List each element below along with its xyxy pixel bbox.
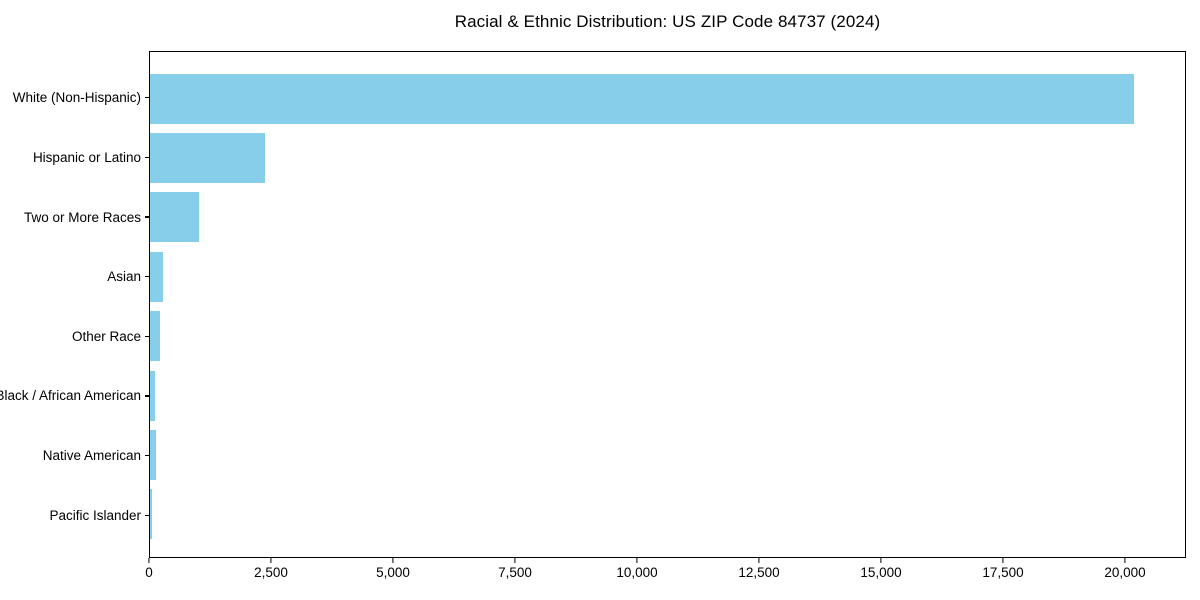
y-tick-mark <box>145 156 149 159</box>
x-tick-label: 2,500 <box>254 565 288 580</box>
y-label-row: Black / African American <box>0 366 149 426</box>
x-tick-mark <box>392 558 394 563</box>
x-tick-mark <box>1124 558 1126 563</box>
category-label: Other Race <box>71 328 141 344</box>
y-tick-mark <box>145 514 149 516</box>
bar-row <box>150 425 1185 484</box>
bar-row <box>150 188 1185 247</box>
y-label-row: Hispanic or Latino <box>0 128 149 188</box>
y-label-row: White (Non-Hispanic) <box>0 68 149 128</box>
bar-pacific-islander <box>150 489 152 540</box>
chart-title: Racial & Ethnic Distribution: US ZIP Cod… <box>454 12 881 31</box>
x-tick-label: 20,000 <box>1104 565 1146 580</box>
y-tick-mark <box>145 335 149 337</box>
y-tick-mark <box>145 395 149 397</box>
bar-asian <box>150 251 163 302</box>
x-tick-label: 15,000 <box>860 565 902 580</box>
x-tick-label: 12,500 <box>738 565 780 580</box>
x-tick-label: 17,500 <box>982 565 1024 580</box>
bar-row <box>150 128 1185 187</box>
category-label: White (Non-Hispanic) <box>12 90 141 106</box>
x-tick-mark <box>148 558 150 563</box>
bar-row <box>150 307 1185 366</box>
y-tick-mark <box>145 216 149 218</box>
y-tick-mark <box>145 97 149 99</box>
y-label-row: Pacific Islander <box>0 485 149 545</box>
bar-row <box>150 69 1185 128</box>
bar-two-or-more-races <box>150 192 199 243</box>
y-axis-category-labels: White (Non-Hispanic) Hispanic or Latino Tw… <box>0 51 149 558</box>
bar-row <box>150 485 1185 544</box>
x-tick-mark <box>636 558 638 563</box>
x-tick-label: 10,000 <box>616 565 658 580</box>
y-label-row: Two or More Races <box>0 187 149 247</box>
bar-row <box>150 366 1185 425</box>
category-label: Two or More Races <box>23 209 141 225</box>
y-label-row: Other Race <box>0 307 149 367</box>
y-label-row: Native American <box>0 426 149 486</box>
plot-area <box>149 51 1186 558</box>
x-tick-mark <box>514 558 516 563</box>
category-label: Hispanic or Latino <box>32 149 141 165</box>
bars-container <box>150 69 1185 544</box>
x-tick-mark <box>880 558 882 563</box>
bar-native-american <box>150 429 156 480</box>
x-tick-mark <box>758 558 760 563</box>
y-tick-mark <box>145 454 149 457</box>
category-label: Pacific Islander <box>49 507 141 523</box>
bar-other-race <box>150 311 161 362</box>
category-label: Black / African American <box>0 388 141 404</box>
x-tick-label: 7,500 <box>498 565 532 580</box>
y-label-row: Asian <box>0 247 149 307</box>
x-tick-label: 5,000 <box>376 565 410 580</box>
bar-black-african-american <box>150 370 155 421</box>
category-label: Native American <box>42 448 141 464</box>
x-tick-mark <box>1002 558 1004 563</box>
x-tick-label: 0 <box>145 565 153 580</box>
x-tick-mark <box>270 558 272 563</box>
bar-white-non-hispanic <box>150 73 1134 124</box>
bar-row <box>150 247 1185 306</box>
category-label: Asian <box>107 269 141 285</box>
y-tick-mark <box>145 276 149 278</box>
x-axis: 0 2,500 5,000 7,500 10,000 12,500 15,000 17,500… <box>145 558 1186 592</box>
bar-hispanic-or-latino <box>150 133 265 184</box>
